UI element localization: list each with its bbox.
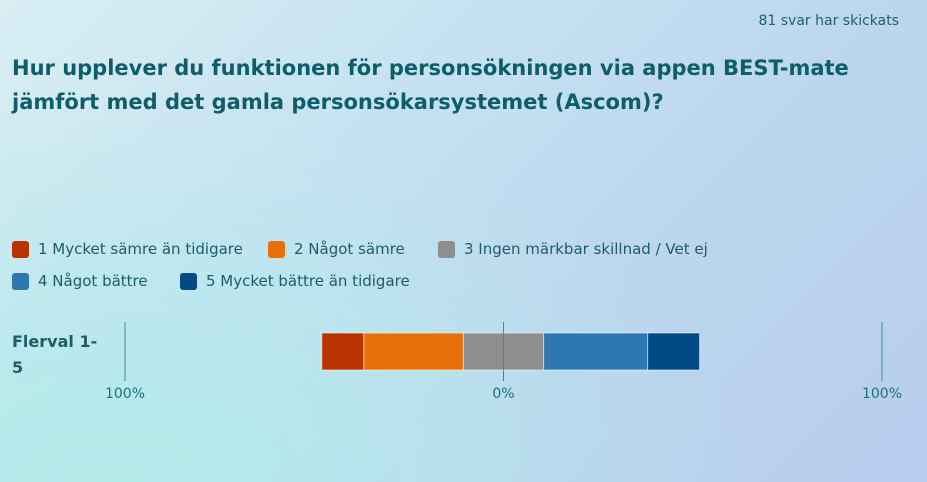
tick-label-0: 100% (105, 386, 145, 402)
legend-swatch-4 (12, 272, 29, 290)
legend-label-5: 5 Mycket bättre än tidigare (206, 272, 410, 290)
legend-label-1: 1 Mycket sämre än tidigare (38, 240, 243, 258)
legend-label-2: 2 Något sämre (294, 240, 405, 258)
legend-item-2[interactable]: 2 Något sämre (268, 238, 405, 260)
legend-item-5[interactable]: 5 Mycket bättre än tidigare (180, 270, 410, 292)
bar-segment-4[interactable] (543, 332, 649, 371)
legend-swatch-1 (12, 240, 29, 258)
tick-label-2: 100% (862, 386, 902, 402)
bar-segment-1[interactable] (321, 332, 365, 371)
legend-swatch-3 (438, 240, 455, 258)
question-title: Hur upplever du funktionen för personsök… (12, 56, 849, 114)
bar-segment-5[interactable] (647, 332, 701, 371)
legend-item-4[interactable]: 4 Något bättre (12, 270, 148, 292)
legend-label-3: 3 Ingen märkbar skillnad / Vet ej (464, 240, 708, 258)
chart-row-label: Flerval 1- 5 (12, 332, 98, 377)
diverging-bar-chart: 100% 0% 100% (105, 322, 902, 402)
tick-label-1: 0% (492, 386, 514, 402)
legend-item-3[interactable]: 3 Ingen märkbar skillnad / Vet ej (438, 238, 708, 260)
legend-swatch-2 (268, 240, 285, 258)
legend-label-4: 4 Något bättre (38, 272, 148, 290)
legend-item-1[interactable]: 1 Mycket sämre än tidigare (12, 238, 243, 260)
legend-swatch-5 (180, 272, 197, 290)
bar-segment-2[interactable] (363, 332, 464, 371)
responses-count: 81 svar har skickats (758, 13, 900, 29)
